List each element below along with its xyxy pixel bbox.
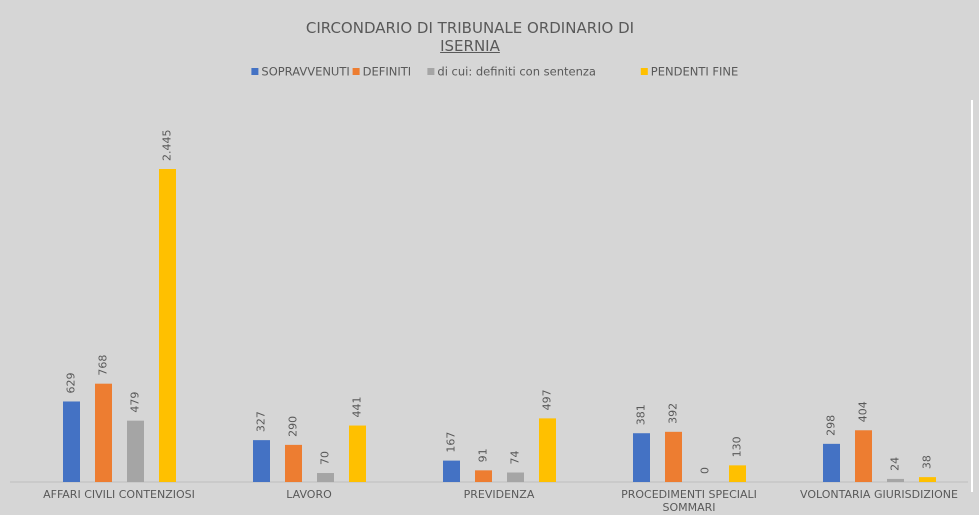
legend-swatch xyxy=(427,68,435,75)
bar xyxy=(475,470,492,482)
legend-swatch xyxy=(352,68,360,75)
legend-swatch xyxy=(251,68,259,75)
data-label: 290 xyxy=(287,416,300,437)
data-label: 167 xyxy=(445,432,458,453)
bar xyxy=(507,472,524,482)
data-label: 38 xyxy=(921,455,934,469)
bar xyxy=(95,383,112,482)
legend-label: di cui: definiti con sentenza xyxy=(437,65,596,79)
data-label: 392 xyxy=(667,403,680,424)
bar xyxy=(823,443,840,482)
data-label: 0 xyxy=(699,467,712,474)
data-label: 629 xyxy=(65,372,78,393)
legend-label: PENDENTI FINE xyxy=(651,65,738,79)
bar xyxy=(349,425,366,482)
bar xyxy=(729,465,746,482)
chart-title: CIRCONDARIO DI TRIBUNALE ORDINARIO DI xyxy=(305,19,635,37)
legend-label: DEFINITI xyxy=(363,65,412,79)
bar xyxy=(159,169,176,482)
data-label: 441 xyxy=(351,397,364,418)
data-label: 130 xyxy=(731,436,744,457)
data-label: 327 xyxy=(255,411,268,432)
data-label: 479 xyxy=(129,392,142,413)
data-label: 2.445 xyxy=(161,130,174,162)
bar xyxy=(665,431,682,482)
data-label: 70 xyxy=(319,451,332,465)
legend-label: SOPRAVVENUTI xyxy=(261,65,349,79)
bar xyxy=(855,430,872,482)
x-tick-label: PROCEDIMENTI SPECIALI SOMMARI xyxy=(621,488,757,514)
chart-subtitle: ISERNIA xyxy=(440,37,500,55)
data-label: 381 xyxy=(635,404,648,425)
data-label: 24 xyxy=(889,457,902,471)
bar xyxy=(63,401,80,482)
bar xyxy=(285,444,302,482)
bar xyxy=(317,473,334,482)
x-tick-label: VOLONTARIA GIURISDIZIONE xyxy=(800,488,958,501)
data-label: 497 xyxy=(541,389,554,410)
bar xyxy=(919,477,936,482)
x-tick-label: AFFARI CIVILI CONTENZIOSI xyxy=(43,488,195,501)
bar xyxy=(633,433,650,482)
bar xyxy=(253,440,270,482)
bar xyxy=(887,478,904,482)
data-label: 298 xyxy=(825,415,838,436)
bar xyxy=(127,420,144,482)
data-label: 768 xyxy=(97,355,110,376)
data-label: 91 xyxy=(477,448,490,462)
legend-swatch xyxy=(640,68,648,75)
bar xyxy=(539,418,556,482)
bar xyxy=(443,460,460,482)
x-tick-label: PREVIDENZA xyxy=(463,488,535,501)
data-label: 74 xyxy=(509,451,522,465)
data-label: 404 xyxy=(857,401,870,422)
x-tick-label: LAVORO xyxy=(286,488,332,501)
